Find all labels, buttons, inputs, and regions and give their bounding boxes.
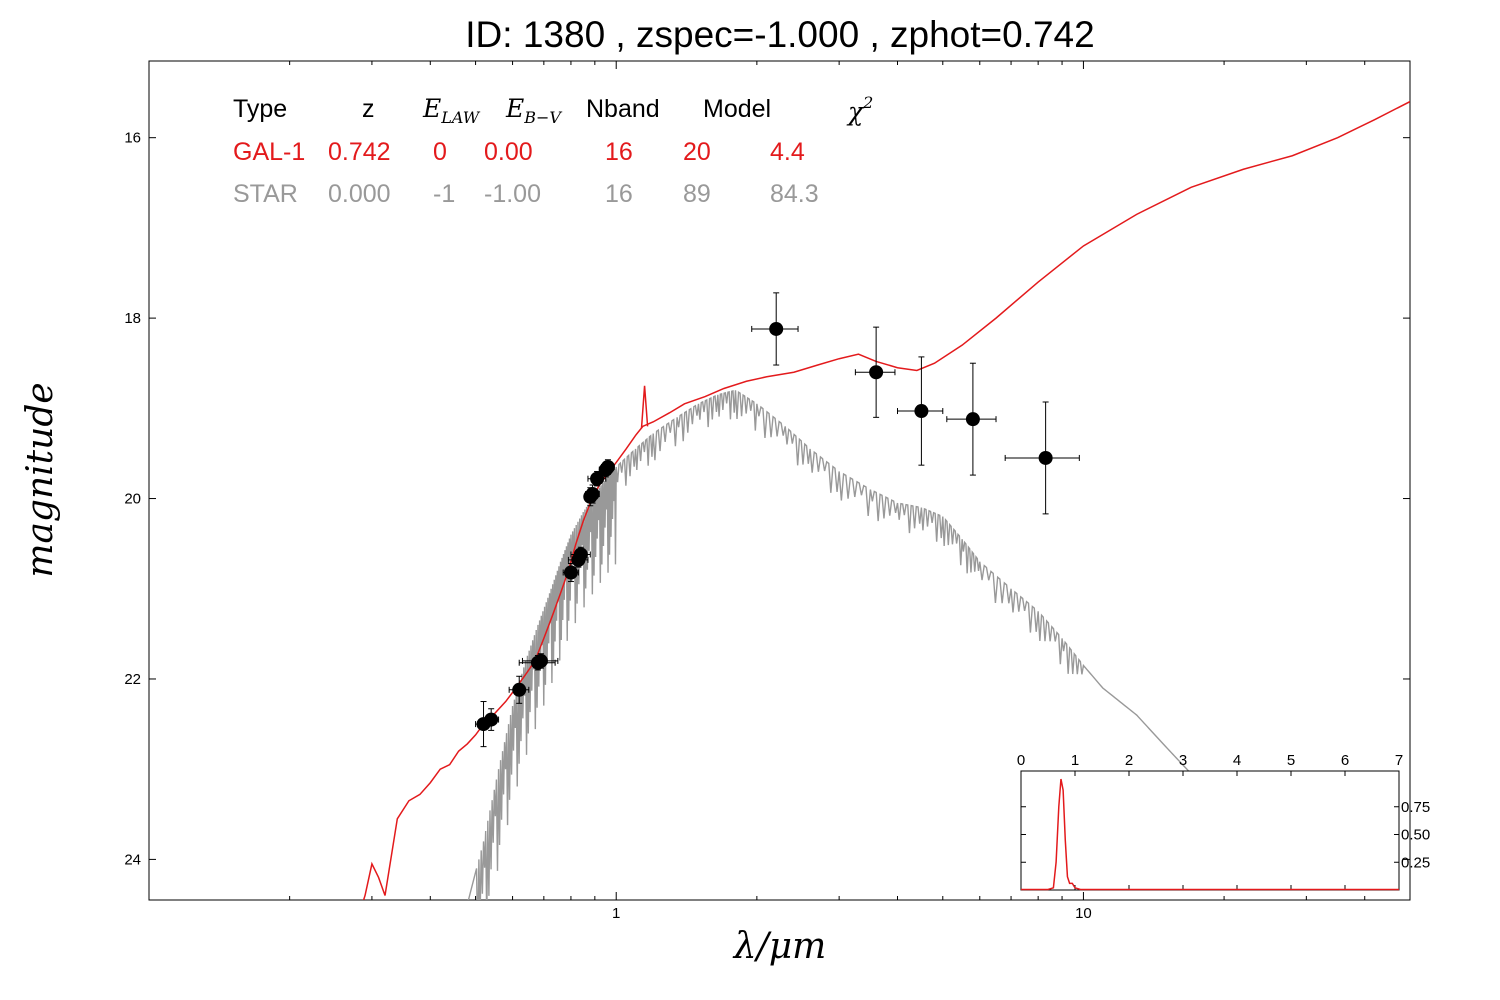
table-cell-elaw: 0 <box>433 138 447 166</box>
table-cell-nband: 16 <box>605 138 633 166</box>
inset-x-tick-label: 4 <box>1233 752 1241 769</box>
table-header-z: z <box>362 95 375 123</box>
table-header-elaw: ELAW <box>422 94 481 127</box>
chart-title: ID: 1380 , zspec=-1.000 , zphot=0.742 <box>465 14 1095 55</box>
inset-x-tick-label: 5 <box>1287 752 1295 769</box>
photometry-point <box>769 321 784 336</box>
x-tick-label: 1 <box>612 905 620 922</box>
photometry-point <box>512 682 527 697</box>
photometry-point <box>869 365 884 380</box>
inset-y-tick-label: 0.50 <box>1401 827 1430 844</box>
table-header-type: Type <box>233 95 287 123</box>
inset-x-tick-label: 0 <box>1017 752 1025 769</box>
photometry-points <box>475 292 1080 748</box>
x-axis-label: λ/μm <box>732 926 826 967</box>
photometry-point <box>914 404 929 419</box>
photometry-point <box>563 565 578 580</box>
plot-frame <box>148 60 1411 901</box>
table-row-galaxy: GAL-1 0.742 0 0.00 16 20 4.4 <box>233 138 805 166</box>
table-cell-chi2: 4.4 <box>770 138 805 166</box>
inset-x-tick-label: 3 <box>1179 752 1187 769</box>
emission-line-feature <box>640 385 649 429</box>
fit-table: Type z ELAW EB−V Nband Model χ2 GAL-1 0.7… <box>233 93 873 208</box>
y-tick-label: 18 <box>124 310 141 327</box>
inset-x-tick-label: 7 <box>1395 752 1403 769</box>
model-curves <box>362 100 1410 900</box>
photometry-point <box>484 712 499 727</box>
table-cell-model: 89 <box>683 180 711 208</box>
table-header-chi2: χ2 <box>846 93 873 126</box>
table-header-ebv: EB−V <box>505 94 562 127</box>
pdz-inset: 0 1 2 3 4 5 6 7 0.25 0.50 0.75 <box>1017 752 1430 891</box>
galaxy-model-line <box>362 100 1410 900</box>
table-cell-type: STAR <box>233 180 298 208</box>
inset-y-tick-label: 0.25 <box>1401 854 1430 871</box>
inset-x-tick-label: 1 <box>1071 752 1079 769</box>
y-axis-label: magnitude <box>20 382 61 577</box>
y-tick-label: 20 <box>124 491 141 508</box>
inset-y-tick-label: 0.75 <box>1401 799 1430 816</box>
photometry-point <box>1038 450 1053 465</box>
x-tick-label: 10 <box>1075 905 1092 922</box>
photometry-point <box>590 471 605 486</box>
pdz-line <box>1021 778 1399 891</box>
photometry-point <box>585 487 600 502</box>
inset-frame <box>1020 770 1400 891</box>
table-row-star: STAR 0.000 -1 -1.00 16 89 84.3 <box>233 180 819 208</box>
photometry-point <box>573 547 588 562</box>
photometry-point <box>600 459 615 474</box>
table-cell-model: 20 <box>683 138 711 166</box>
photometry-point <box>533 653 548 668</box>
table-cell-type: GAL-1 <box>233 138 305 166</box>
inset-x-tick-label: 2 <box>1125 752 1133 769</box>
photometry-point <box>965 412 980 427</box>
table-cell-elaw: -1 <box>433 180 455 208</box>
table-cell-z: 0.742 <box>328 138 391 166</box>
table-header-model: Model <box>703 95 771 123</box>
table-cell-nband: 16 <box>605 180 633 208</box>
table-cell-ebv: -1.00 <box>484 180 541 208</box>
y-tick-label: 22 <box>124 671 141 688</box>
inset-x-tick-label: 6 <box>1341 752 1349 769</box>
y-tick-label: 16 <box>124 130 141 147</box>
table-cell-ebv: 0.00 <box>484 138 533 166</box>
y-tick-label: 24 <box>124 851 141 868</box>
table-header-nband: Nband <box>586 95 660 123</box>
table-cell-chi2: 84.3 <box>770 180 819 208</box>
table-cell-z: 0.000 <box>328 180 391 208</box>
